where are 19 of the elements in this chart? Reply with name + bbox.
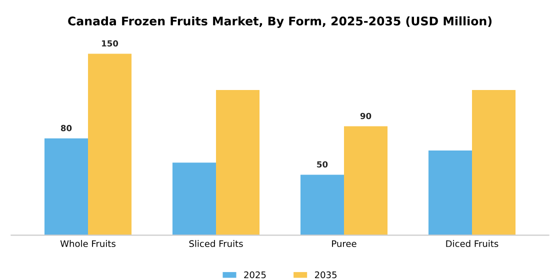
bar bbox=[428, 150, 472, 236]
bar bbox=[88, 54, 132, 236]
bar bbox=[300, 174, 344, 236]
bar bbox=[216, 90, 260, 236]
data-label: 80 bbox=[60, 124, 72, 132]
x-tick-label: Puree bbox=[332, 240, 356, 248]
data-label: 150 bbox=[102, 40, 118, 47]
x-tick-label: Sliced Fruits bbox=[189, 240, 243, 248]
data-label: 50 bbox=[317, 161, 328, 168]
x-tick-label: Whole Fruits bbox=[60, 240, 116, 248]
bar bbox=[472, 90, 516, 236]
chart-title: Canada Frozen Fruits Market, By Form, 2025-2035 (USD Million) bbox=[68, 16, 492, 28]
bar bbox=[344, 126, 388, 236]
bar bbox=[172, 162, 216, 236]
legend-label: 2035 bbox=[314, 271, 336, 278]
bar bbox=[44, 138, 88, 236]
data-label: 90 bbox=[360, 112, 372, 120]
legend-label: 2025 bbox=[244, 271, 266, 278]
x-tick-label: Diced Fruits bbox=[446, 240, 498, 248]
